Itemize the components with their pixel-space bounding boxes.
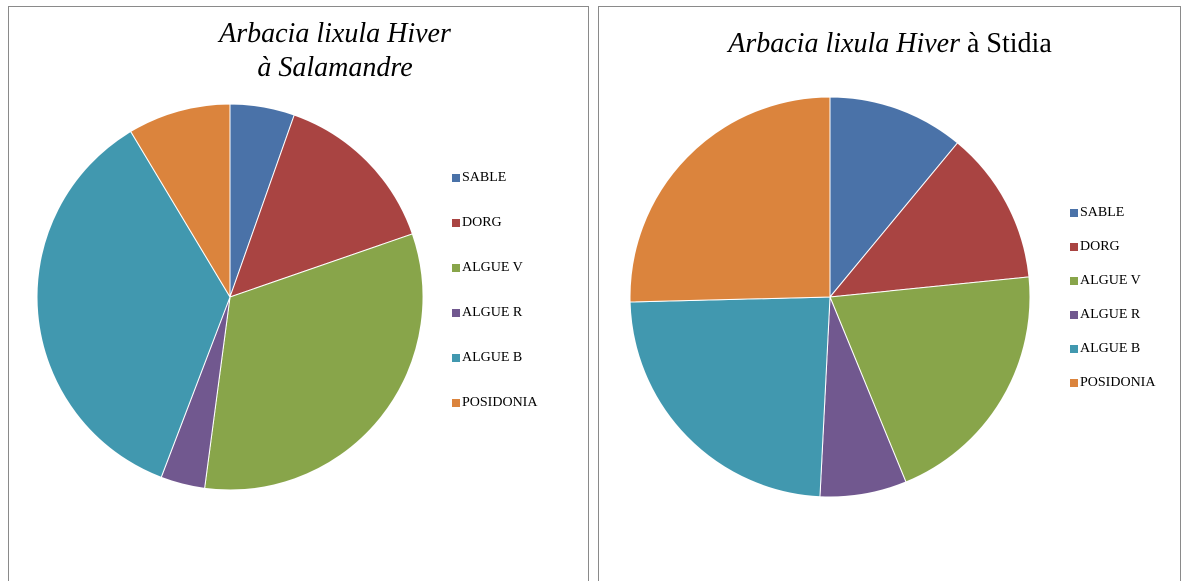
legend-swatch	[1070, 243, 1078, 251]
pie-slice	[828, 142, 1030, 298]
chart-title: Arbacia lixula Hiver	[217, 18, 451, 49]
legend-label: SABLE	[462, 170, 506, 185]
title-part: Arbacia lixula Hiver	[217, 18, 451, 49]
legend-label: ALGUE R	[462, 305, 523, 320]
legend-swatch	[1070, 379, 1078, 387]
title-part: Arbacia lixula Hiver	[726, 28, 960, 59]
legend-swatch	[452, 399, 460, 407]
legend-swatch	[452, 219, 460, 227]
legend-swatch	[452, 174, 460, 182]
chart-title: Arbacia lixula Hiver à Stidia	[726, 28, 1052, 59]
legend-label: POSIDONIA	[462, 395, 538, 410]
legend-swatch	[452, 309, 460, 317]
legend-label: ALGUE B	[1080, 341, 1140, 356]
legend-swatch	[1070, 345, 1078, 353]
title-part: à Salamandre	[257, 52, 412, 83]
legend-label: POSIDONIA	[1080, 375, 1156, 390]
pie-slice	[629, 96, 831, 303]
pie-slice	[130, 103, 231, 299]
legend-swatch	[452, 354, 460, 362]
legend-label: ALGUE R	[1080, 307, 1141, 322]
legend-label: DORG	[462, 215, 502, 230]
pie-slice	[829, 96, 959, 299]
legend-label: DORG	[1080, 239, 1120, 254]
legend-label: ALGUE V	[1080, 273, 1141, 288]
pie-slice	[204, 233, 424, 491]
legend-label: ALGUE B	[462, 350, 522, 365]
pie-slice	[629, 296, 831, 498]
pie-slice	[829, 276, 1031, 483]
title-part: à Stidia	[960, 28, 1052, 59]
legend-label: ALGUE V	[462, 260, 523, 275]
legend-swatch	[1070, 277, 1078, 285]
legend-swatch	[1070, 311, 1078, 319]
chart-title: à Salamandre	[257, 52, 412, 83]
pie-slice	[229, 114, 414, 298]
legend-swatch	[1070, 209, 1078, 217]
legend-label: SABLE	[1080, 205, 1124, 220]
pie-slice	[36, 130, 231, 478]
legend-swatch	[452, 264, 460, 272]
